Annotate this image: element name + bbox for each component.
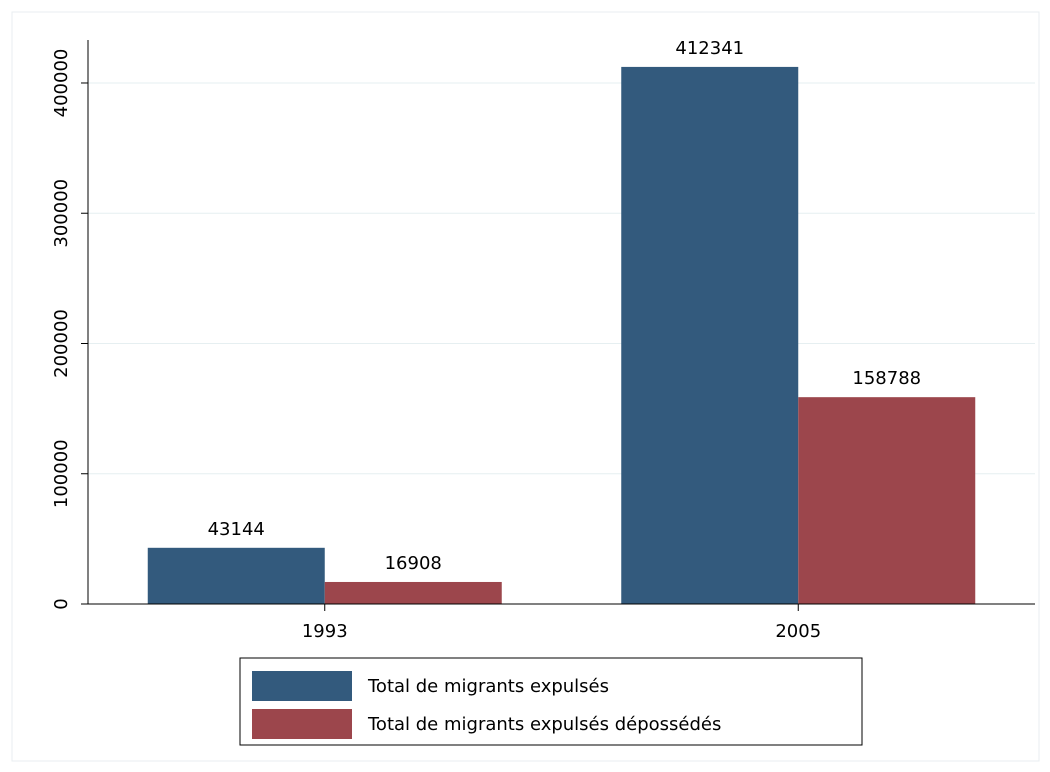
- value-label: 43144: [208, 519, 265, 540]
- x-tick-label: 2005: [775, 621, 821, 642]
- bar: [324, 581, 502, 604]
- value-label: 16908: [385, 553, 442, 574]
- bar: [798, 397, 976, 604]
- value-label: 158788: [852, 368, 921, 389]
- y-tick-label: 100000: [51, 439, 72, 508]
- y-tick-label: 200000: [51, 309, 72, 378]
- y-tick-label: 300000: [51, 179, 72, 248]
- bar: [147, 547, 325, 604]
- chart-frame: [11, 11, 1040, 762]
- legend-swatch: [252, 671, 352, 701]
- y-tick-label: 400000: [51, 49, 72, 118]
- legend-swatch: [252, 709, 352, 739]
- legend-label: Total de migrants expulsés: [367, 676, 609, 697]
- legend-label: Total de migrants expulsés dépossédés: [367, 714, 721, 735]
- x-tick-label: 1993: [302, 621, 348, 642]
- y-tick-label: 0: [51, 598, 72, 609]
- value-label: 412341: [675, 38, 744, 59]
- bar: [621, 66, 799, 604]
